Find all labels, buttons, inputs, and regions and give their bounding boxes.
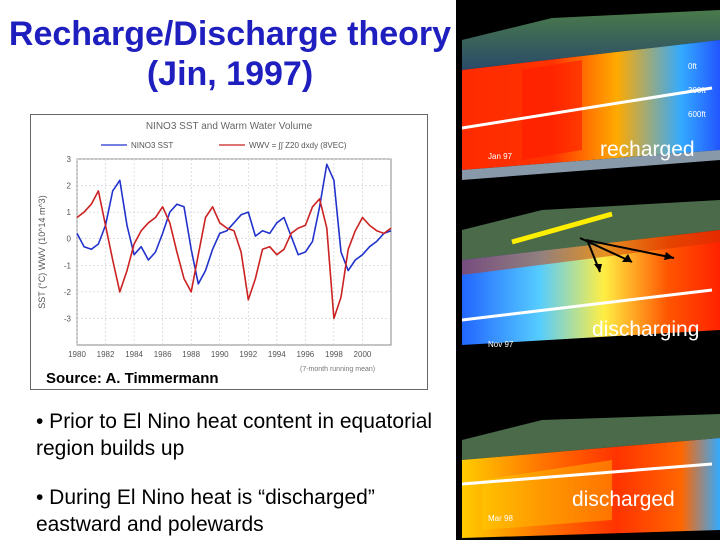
chart-panel: NINO3 SST and Warm Water Volume NINO3 SST… [30, 114, 428, 390]
ocean-panel-discharging: discharging Nov 97 [462, 180, 720, 350]
plot-frame [76, 158, 392, 346]
depth-label-1: 300ft [688, 86, 706, 95]
panel-month-1: Jan 97 [488, 152, 513, 161]
panel-label-discharged: discharged [572, 488, 675, 511]
panel-label-discharging: discharging [592, 318, 700, 341]
x-tick-label: 1990 [211, 350, 229, 359]
y-tick-label: 0 [67, 235, 72, 244]
chart-svg: NINO3 SST and Warm Water Volume NINO3 SST… [37, 121, 392, 359]
x-tick-label: 1980 [68, 350, 86, 359]
chart-footnote: (7-month running mean) [300, 366, 376, 373]
panel-label-recharged: recharged [600, 138, 695, 161]
y-axis-label: SST (°C) WWV (10^14 m^3) [37, 195, 47, 308]
bullet-point-2: • During El Nino heat is “discharged” ea… [36, 486, 375, 536]
slide-title: Recharge/Discharge theory (Jin, 1997) [8, 15, 452, 93]
source-label: Source: A. Timmermann [44, 370, 221, 387]
bullet-point-1: • Prior to El Nino heat content in equat… [36, 410, 433, 460]
x-tick-label: 1982 [97, 350, 115, 359]
legend-label-sst: NINO3 SST [131, 141, 173, 150]
series-line-wwv [76, 190, 392, 320]
x-tick-label: 1992 [239, 350, 257, 359]
x-tick-label: 1998 [325, 350, 343, 359]
series-line-sst [76, 163, 392, 285]
y-tick-label: 1 [67, 208, 72, 217]
x-tick-label: 1988 [182, 350, 200, 359]
x-tick-label: 2000 [354, 350, 372, 359]
ocean-image-recharged [462, 0, 720, 180]
ocean-panel-discharged: discharged Mar 98 [462, 400, 720, 540]
y-tick-label: -1 [64, 261, 72, 270]
ocean-image-discharged [462, 400, 720, 540]
y-tick-label: -2 [64, 288, 72, 297]
ocean-image-discharging [462, 180, 720, 350]
x-tick-label: 1986 [154, 350, 172, 359]
panel-month-3: Mar 98 [488, 514, 513, 523]
x-tick-label: 1996 [296, 350, 314, 359]
y-tick-label: -3 [64, 314, 72, 323]
panel-month-2: Nov 97 [488, 340, 514, 349]
y-tick-label: 3 [67, 155, 72, 164]
x-tick-label: 1994 [268, 350, 286, 359]
y-tick-label: 2 [67, 182, 72, 191]
legend-label-wwv: WWV = ∫∫ Z20 dxdy (8VEC) [249, 141, 347, 150]
chart-title: NINO3 SST and Warm Water Volume [146, 121, 313, 132]
depth-label-2: 600ft [688, 110, 706, 119]
ocean-panel-recharged: recharged Jan 97 0ft 300ft 600ft [462, 0, 720, 180]
depth-label-0: 0ft [688, 62, 697, 71]
x-tick-label: 1984 [125, 350, 143, 359]
